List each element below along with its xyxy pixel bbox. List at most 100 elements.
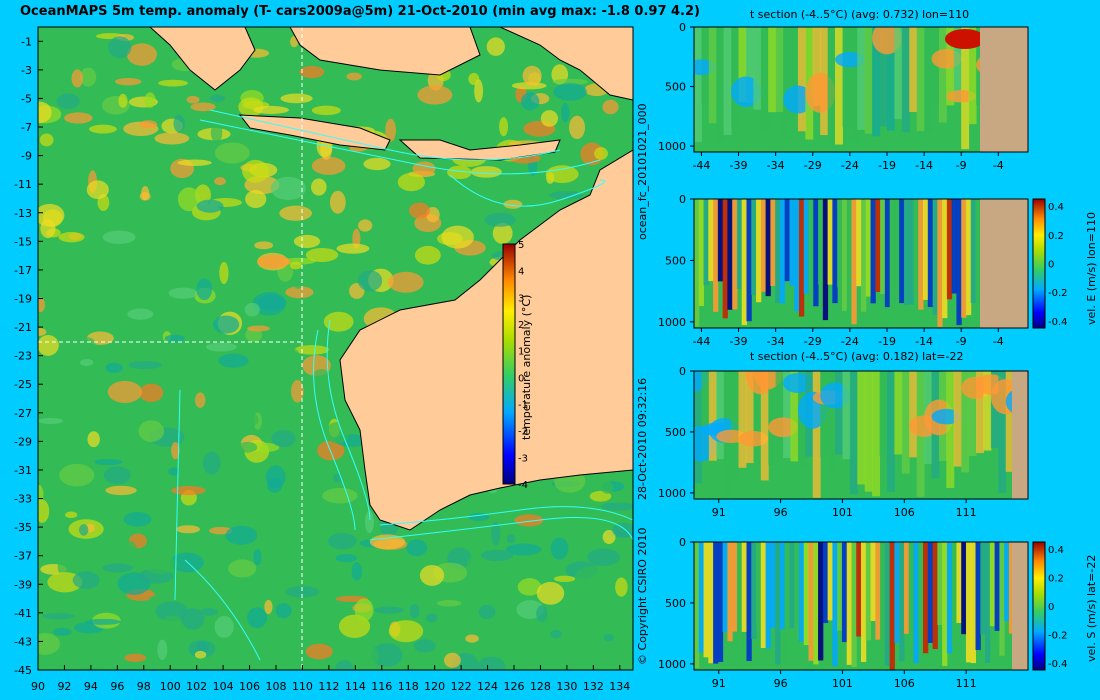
anomaly-blob xyxy=(118,93,128,108)
anomaly-blob xyxy=(186,95,200,104)
map-x-tick-label: 122 xyxy=(451,680,472,693)
anomaly-blob xyxy=(214,615,234,638)
anomaly-blob xyxy=(279,205,312,221)
section-column xyxy=(908,542,914,654)
section-x-tick-label: -24 xyxy=(841,159,859,172)
map-y-tick-label: -41 xyxy=(14,607,32,620)
section-x-tick-label: -34 xyxy=(767,159,785,172)
section-column xyxy=(927,199,934,308)
section-column xyxy=(994,542,1000,631)
section-column xyxy=(775,371,784,457)
anomaly-blob xyxy=(357,270,383,292)
anomaly-blob xyxy=(205,342,237,352)
section-land xyxy=(980,199,1028,328)
map-y-tick-label: -23 xyxy=(14,350,32,363)
section-column xyxy=(770,542,776,628)
section-column xyxy=(794,199,800,312)
anomaly-blob xyxy=(103,466,131,485)
map-y-tick-label: -29 xyxy=(14,435,32,448)
anomaly-blob xyxy=(271,430,296,448)
anomaly-blob xyxy=(274,346,300,366)
anomaly-blob xyxy=(155,601,188,622)
anomaly-blob xyxy=(335,553,357,563)
anomaly-blob xyxy=(57,557,75,578)
land-sulawesi xyxy=(499,27,633,101)
section-column xyxy=(909,371,918,458)
anomaly-blob xyxy=(594,147,608,160)
section-column xyxy=(901,27,910,133)
map-x-tick-label: 104 xyxy=(213,680,234,693)
anomaly-blob xyxy=(562,494,573,503)
anomaly-blob xyxy=(554,575,576,583)
anomaly-blob xyxy=(336,243,370,254)
anomaly-blob xyxy=(280,93,313,104)
anomaly-blob xyxy=(212,315,240,334)
section-column xyxy=(722,199,728,319)
anomaly-blob xyxy=(358,219,373,232)
section-column xyxy=(975,199,981,300)
section-column xyxy=(741,542,747,632)
section-column xyxy=(760,542,767,648)
anomaly-blob xyxy=(414,245,441,265)
anomaly-blob xyxy=(38,632,61,655)
anomaly-blob xyxy=(279,323,313,335)
anomaly-blob xyxy=(299,65,325,79)
anomaly-blob xyxy=(561,102,570,123)
section-feature xyxy=(753,371,784,390)
section-column xyxy=(765,199,771,297)
anomaly-blob xyxy=(254,241,274,250)
anomaly-blob xyxy=(569,115,586,140)
anomaly-blob xyxy=(154,132,190,145)
section-column xyxy=(857,371,866,485)
anomaly-blob xyxy=(549,191,583,200)
section-column xyxy=(790,27,799,117)
section-column xyxy=(779,199,786,304)
section-column xyxy=(1004,542,1010,622)
anomaly-blob xyxy=(615,577,628,597)
map-y-tick-label: -11 xyxy=(14,178,32,191)
anomaly-blob xyxy=(443,652,461,668)
anomaly-blob xyxy=(127,308,154,320)
vel-colorbar-tick: 0 xyxy=(1048,602,1054,613)
anomaly-blob xyxy=(436,600,462,607)
section-column xyxy=(716,27,725,140)
vel-s-colorbar xyxy=(1032,541,1046,671)
map-colorbar-tick: -1 xyxy=(518,400,528,411)
section-column xyxy=(789,542,795,629)
anomaly-blob xyxy=(371,643,403,667)
anomaly-blob xyxy=(214,142,250,164)
anomaly-blob xyxy=(290,261,302,270)
anomaly-blob xyxy=(491,521,501,546)
map-y-tick-label: -45 xyxy=(14,664,32,677)
section-column xyxy=(1005,371,1014,472)
map-y-tick-label: -31 xyxy=(14,464,32,477)
anomaly-blob xyxy=(364,510,374,534)
anomaly-blob xyxy=(589,490,612,502)
anomaly-blob xyxy=(600,481,614,494)
vel-e-colorbar xyxy=(1032,198,1046,329)
section-column xyxy=(923,199,929,300)
section-y-tick-label: 1000 xyxy=(658,140,686,153)
anomaly-blob xyxy=(499,117,509,137)
map-x-tick-label: 110 xyxy=(292,680,313,693)
section-column xyxy=(708,199,714,282)
section-column xyxy=(813,542,819,665)
anomaly-blob xyxy=(158,79,188,87)
section-column xyxy=(775,542,781,665)
section-column xyxy=(851,542,857,668)
vel-colorbar-tick: 0 xyxy=(1048,260,1054,271)
section-column xyxy=(808,199,814,298)
vel-colorbar-tick: -0.2 xyxy=(1048,288,1068,299)
section-x-tick-label: 96 xyxy=(774,506,788,519)
anomaly-blob xyxy=(545,165,579,183)
anomaly-blob xyxy=(245,190,267,209)
section-column xyxy=(857,27,866,130)
anomaly-blob xyxy=(188,640,216,658)
section-column xyxy=(703,199,709,286)
section-column xyxy=(880,542,886,650)
section-column xyxy=(808,542,814,661)
section-column xyxy=(779,542,786,630)
section-x-tick-label: -19 xyxy=(878,335,896,348)
section-column xyxy=(797,27,806,132)
anomaly-blob xyxy=(587,548,620,567)
